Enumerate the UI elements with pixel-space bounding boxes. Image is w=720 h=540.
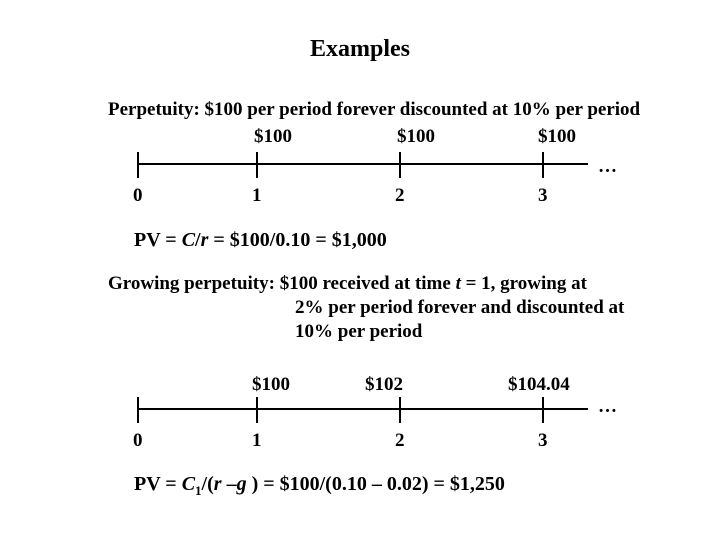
growing-period-2: 2 bbox=[395, 430, 405, 451]
growing-cash-flow-1: $100 bbox=[252, 374, 290, 395]
perpetuity-cash-flow-2: $100 bbox=[397, 126, 435, 147]
perpetuity-period-1: 1 bbox=[252, 185, 262, 206]
perpetuity-heading: Perpetuity: $100 per period forever disc… bbox=[108, 99, 641, 120]
growing-formula: PV = C1/(r –g ) = $100/(0.10 – 0.02) = $… bbox=[134, 473, 505, 498]
perpetuity-period-3: 3 bbox=[538, 185, 548, 206]
growing-cash-flow-2: $102 bbox=[365, 374, 403, 395]
growing-period-0: 0 bbox=[133, 430, 143, 451]
slide-title: Examples bbox=[309, 36, 410, 62]
growing-cash-flow-3: $104.04 bbox=[508, 374, 570, 395]
perpetuity-period-0: 0 bbox=[133, 185, 143, 206]
growing-heading-line-3: 10% per period bbox=[295, 321, 423, 342]
growing-period-1: 1 bbox=[252, 430, 262, 451]
perpetuity-cash-flow-1: $100 bbox=[254, 126, 292, 147]
growing-heading-line-1: Growing perpetuity: $100 received at tim… bbox=[108, 273, 587, 294]
perpetuity-period-2: 2 bbox=[395, 185, 405, 206]
perpetuity-formula: PV = C/r = $100/0.10 = $1,000 bbox=[134, 229, 387, 251]
growing-ellipsis: … bbox=[598, 396, 617, 417]
perpetuity-cash-flow-3: $100 bbox=[538, 126, 576, 147]
perpetuity-ellipsis: … bbox=[598, 156, 617, 177]
growing-period-3: 3 bbox=[538, 430, 548, 451]
growing-heading-line-2: 2% per period forever and discounted at bbox=[295, 297, 625, 318]
